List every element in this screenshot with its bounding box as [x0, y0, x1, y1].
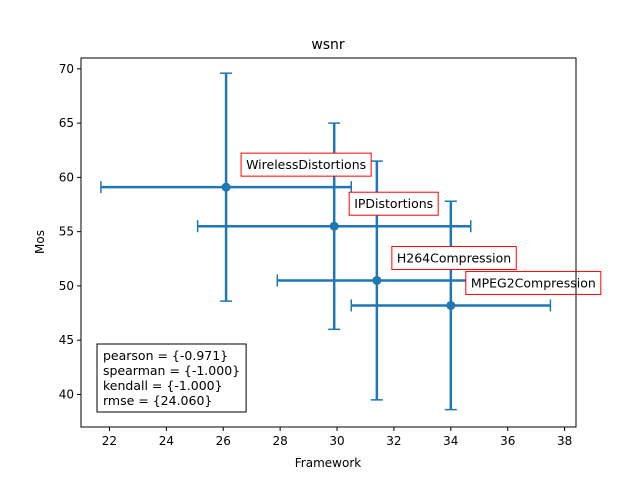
- y-tick-label: 40: [59, 387, 74, 401]
- x-tick-label: 38: [557, 434, 572, 448]
- plot-area: WirelessDistortions IPDistortions H264Comp…: [80, 57, 602, 428]
- marker-layer: [221, 182, 456, 310]
- point-label-2: IPDistortions: [348, 191, 439, 216]
- y-tick-label: 55: [59, 225, 74, 239]
- stats-box: pearson = {-0.971}spearman = {-1.000}ken…: [96, 343, 247, 413]
- point-label-4: MPEG2Compression: [465, 270, 602, 295]
- chart-title: wsnr: [311, 37, 345, 53]
- x-tick-label: 22: [102, 434, 117, 448]
- point-label-text: IPDistortions: [354, 196, 433, 211]
- point-label-box: [465, 270, 602, 295]
- y-axis-label: Mos: [33, 230, 47, 254]
- point-label-box: [240, 152, 372, 177]
- y-tick-label: 60: [59, 170, 74, 184]
- x-axis-label: Framework: [295, 456, 361, 470]
- stats-line: rmse = {24.060}: [103, 393, 212, 408]
- point-label-1: WirelessDistortions: [240, 152, 372, 177]
- point-label-text: MPEG2Compression: [471, 275, 596, 290]
- y-tick-label: 65: [59, 116, 74, 130]
- y-axis: 40 45 50 55 60 65 70: [59, 62, 81, 401]
- x-tick-label: 28: [272, 434, 287, 448]
- data-point: [221, 182, 231, 192]
- point-label-box: [391, 245, 517, 270]
- stats-line: spearman = {-1.000}: [103, 363, 240, 378]
- x-tick-label: 30: [329, 434, 344, 448]
- data-point: [446, 300, 456, 310]
- x-axis: 22 24 26 28 30 32 34 36 38: [102, 427, 572, 448]
- x-tick-label: 34: [443, 434, 458, 448]
- y-tick-label: 45: [59, 333, 74, 347]
- data-point: [329, 221, 339, 231]
- axes-frame: [80, 57, 577, 428]
- point-label-text: WirelessDistortions: [246, 157, 366, 172]
- stats-line: pearson = {-0.971}: [103, 348, 228, 363]
- point-label-text: H264Compression: [397, 250, 511, 265]
- x-tick-label: 24: [159, 434, 174, 448]
- point-label-box: [348, 191, 439, 216]
- point-label-3: H264Compression: [391, 245, 517, 270]
- stats-line: kendall = {-1.000}: [103, 378, 223, 393]
- y-tick-label: 50: [59, 279, 74, 293]
- x-tick-label: 32: [386, 434, 401, 448]
- y-tick-label: 70: [59, 62, 74, 76]
- point-label-layer: WirelessDistortions IPDistortions H264Comp…: [240, 152, 602, 295]
- x-tick-label: 26: [216, 434, 231, 448]
- x-tick-label: 36: [500, 434, 515, 448]
- data-point: [372, 275, 382, 285]
- stats-box-frame: [96, 343, 247, 413]
